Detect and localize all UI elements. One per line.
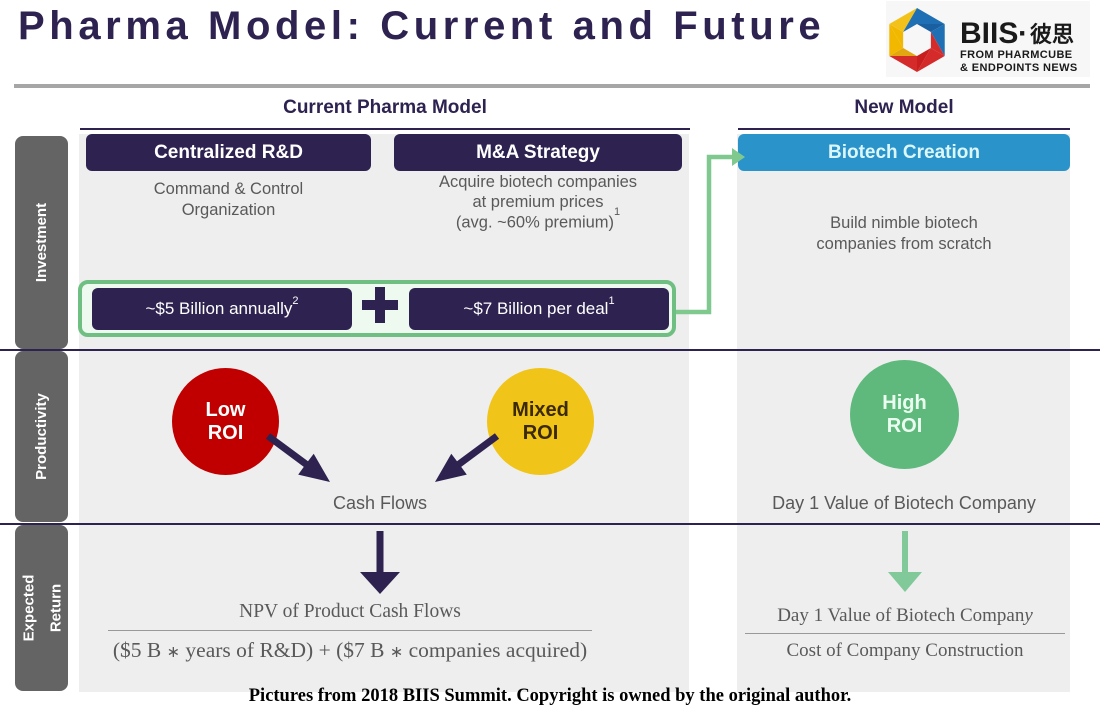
svg-text:彼思: 彼思	[1030, 22, 1074, 47]
svg-text:BIIS: BIIS	[960, 17, 1018, 50]
svg-text:FROM PHARMCUBE: FROM PHARMCUBE	[960, 49, 1073, 61]
svg-text:·: ·	[1018, 17, 1028, 50]
svg-text:& ENDPOINTS NEWS: & ENDPOINTS NEWS	[960, 62, 1078, 74]
